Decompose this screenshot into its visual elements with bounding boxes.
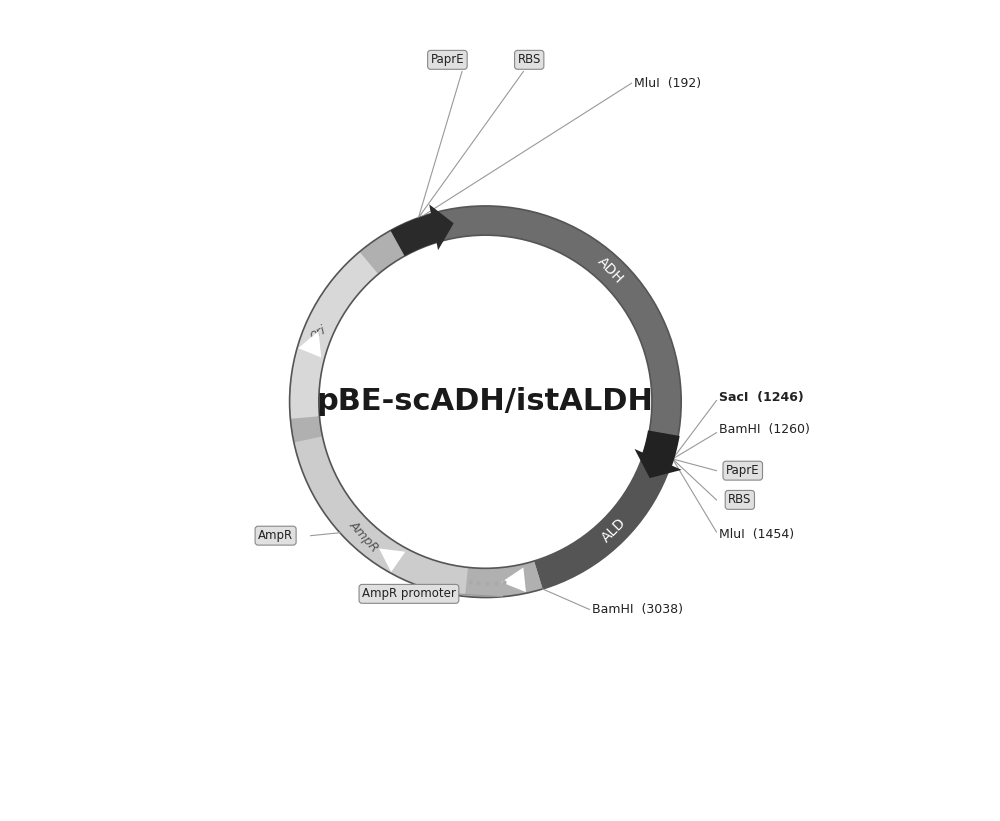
Polygon shape — [418, 206, 681, 459]
Polygon shape — [534, 451, 673, 589]
Polygon shape — [429, 204, 454, 250]
Text: RBS: RBS — [518, 53, 541, 67]
Text: PaprE: PaprE — [431, 53, 464, 67]
Polygon shape — [641, 430, 680, 466]
Text: pBE-scADH/istALDH: pBE-scADH/istALDH — [317, 388, 654, 416]
Polygon shape — [501, 567, 526, 592]
Text: AmpR: AmpR — [347, 518, 381, 554]
Text: PaprE: PaprE — [726, 464, 760, 477]
Polygon shape — [635, 449, 682, 478]
Polygon shape — [290, 206, 681, 598]
Polygon shape — [294, 437, 468, 596]
Polygon shape — [500, 561, 543, 597]
Text: MluI  (1454): MluI (1454) — [719, 529, 795, 542]
Text: BamHI  (3038): BamHI (3038) — [592, 603, 683, 616]
Text: ori: ori — [308, 323, 328, 342]
Text: RBS: RBS — [728, 493, 752, 507]
Text: SacI  (1246): SacI (1246) — [719, 391, 804, 404]
Text: BamHI  (1260): BamHI (1260) — [719, 424, 810, 436]
Polygon shape — [290, 252, 378, 419]
Polygon shape — [298, 331, 321, 357]
Text: AmpR promoter: AmpR promoter — [362, 587, 456, 600]
Text: AmpR: AmpR — [258, 530, 293, 542]
Polygon shape — [290, 218, 543, 598]
Polygon shape — [390, 213, 439, 256]
Text: ADH: ADH — [594, 255, 626, 287]
Text: ALD: ALD — [599, 515, 628, 544]
Polygon shape — [379, 548, 405, 572]
Text: MluI  (192): MluI (192) — [634, 76, 702, 89]
